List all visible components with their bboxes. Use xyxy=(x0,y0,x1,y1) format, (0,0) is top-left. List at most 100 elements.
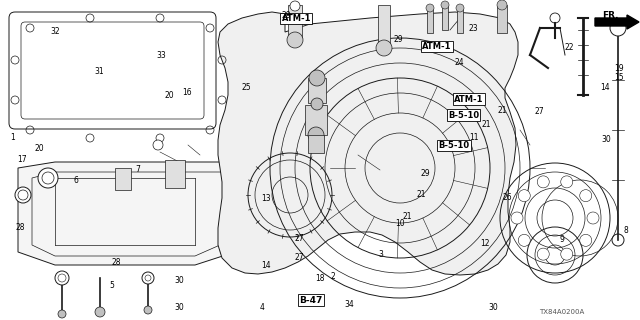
Text: 4: 4 xyxy=(260,303,265,312)
Text: 29: 29 xyxy=(393,35,403,44)
Circle shape xyxy=(497,0,507,10)
Text: 8: 8 xyxy=(623,226,628,235)
Polygon shape xyxy=(218,12,518,275)
Text: B-47: B-47 xyxy=(300,296,323,305)
Bar xyxy=(442,5,448,30)
Circle shape xyxy=(561,248,573,260)
Text: FR.: FR. xyxy=(602,11,618,20)
Text: 21: 21 xyxy=(482,120,491,129)
Text: 31: 31 xyxy=(94,68,104,76)
Bar xyxy=(305,105,327,135)
Bar xyxy=(165,160,185,188)
Text: 34: 34 xyxy=(344,300,354,309)
Bar xyxy=(288,5,302,40)
Circle shape xyxy=(308,127,324,143)
Circle shape xyxy=(518,190,531,202)
Circle shape xyxy=(518,234,531,246)
Bar xyxy=(427,8,433,33)
Text: 21: 21 xyxy=(417,190,426,199)
Text: 20: 20 xyxy=(164,92,175,100)
Text: 11: 11 xyxy=(469,133,478,142)
Circle shape xyxy=(55,271,69,285)
Text: 33: 33 xyxy=(156,52,166,60)
Circle shape xyxy=(441,1,449,9)
Circle shape xyxy=(537,248,549,260)
Text: 30: 30 xyxy=(601,135,611,144)
Text: B-5-10: B-5-10 xyxy=(448,111,479,120)
Bar xyxy=(308,78,326,103)
Text: ATM-1: ATM-1 xyxy=(422,42,452,51)
Text: 29: 29 xyxy=(420,169,431,178)
Circle shape xyxy=(511,212,523,224)
Circle shape xyxy=(376,40,392,56)
Circle shape xyxy=(58,310,66,318)
Text: B-5-10: B-5-10 xyxy=(438,141,470,150)
Text: 14: 14 xyxy=(600,83,610,92)
Circle shape xyxy=(287,32,303,48)
Text: 26: 26 xyxy=(502,193,513,202)
Text: 22: 22 xyxy=(565,43,574,52)
Bar xyxy=(378,5,390,45)
Text: 21: 21 xyxy=(498,106,507,115)
Text: 16: 16 xyxy=(182,88,192,97)
Text: 13: 13 xyxy=(260,194,271,203)
Circle shape xyxy=(309,70,325,86)
Circle shape xyxy=(580,190,592,202)
Text: 32: 32 xyxy=(50,27,60,36)
Text: 15: 15 xyxy=(614,73,624,82)
Polygon shape xyxy=(18,162,248,265)
Text: 27: 27 xyxy=(294,253,304,262)
Text: 30: 30 xyxy=(488,303,498,312)
Text: 12: 12 xyxy=(481,239,490,248)
Circle shape xyxy=(15,187,31,203)
Circle shape xyxy=(610,20,626,36)
Text: 30: 30 xyxy=(174,303,184,312)
Circle shape xyxy=(144,306,152,314)
Bar xyxy=(497,5,507,33)
FancyBboxPatch shape xyxy=(9,12,216,129)
Text: 28: 28 xyxy=(112,258,121,267)
Circle shape xyxy=(537,176,549,188)
Text: TX84A0200A: TX84A0200A xyxy=(540,309,584,315)
Text: 27: 27 xyxy=(294,234,304,243)
Text: ATM-1: ATM-1 xyxy=(282,14,311,23)
Text: 24: 24 xyxy=(454,58,465,67)
Text: 5: 5 xyxy=(109,281,115,290)
Text: 20: 20 xyxy=(34,144,44,153)
Text: 6: 6 xyxy=(73,176,78,185)
Circle shape xyxy=(290,1,300,11)
Text: 28: 28 xyxy=(16,223,25,232)
Bar xyxy=(115,168,131,190)
Text: ATM-1: ATM-1 xyxy=(454,95,484,104)
Text: 29: 29 xyxy=(281,11,291,20)
Circle shape xyxy=(456,4,464,12)
Bar xyxy=(457,8,463,33)
Text: 19: 19 xyxy=(614,64,624,73)
Circle shape xyxy=(550,13,560,23)
FancyArrow shape xyxy=(595,15,639,29)
Circle shape xyxy=(426,4,434,12)
Text: 17: 17 xyxy=(17,156,27,164)
Text: 7: 7 xyxy=(135,165,140,174)
Text: 2: 2 xyxy=(330,272,335,281)
Circle shape xyxy=(587,212,599,224)
Circle shape xyxy=(142,272,154,284)
Circle shape xyxy=(38,168,58,188)
Text: 27: 27 xyxy=(534,107,545,116)
Text: 14: 14 xyxy=(260,261,271,270)
Circle shape xyxy=(95,307,105,317)
Circle shape xyxy=(561,176,573,188)
Text: 18: 18 xyxy=(316,274,324,283)
Bar xyxy=(308,135,324,153)
Text: 3: 3 xyxy=(378,250,383,259)
Text: 25: 25 xyxy=(241,84,252,92)
Text: 21: 21 xyxy=(403,212,412,221)
Text: 30: 30 xyxy=(174,276,184,285)
Circle shape xyxy=(311,98,323,110)
Text: 9: 9 xyxy=(559,236,564,244)
Circle shape xyxy=(153,140,163,150)
Text: 10: 10 xyxy=(395,220,405,228)
Text: 1: 1 xyxy=(10,133,15,142)
Circle shape xyxy=(580,234,592,246)
Text: 23: 23 xyxy=(468,24,479,33)
